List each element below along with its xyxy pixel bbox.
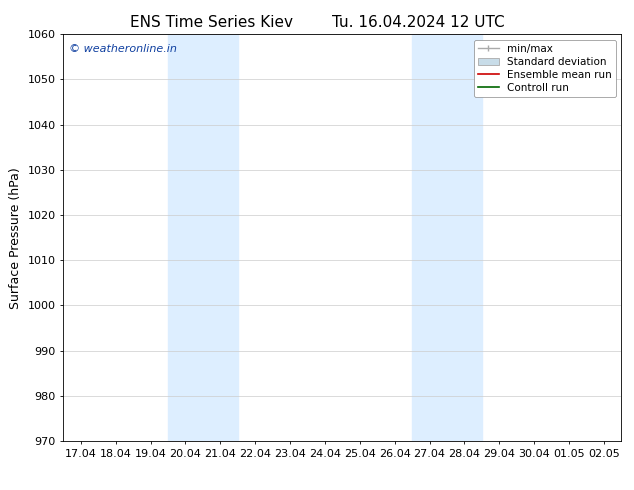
Bar [412, 34, 482, 441]
Text: © weatheronline.in: © weatheronline.in [69, 45, 177, 54]
Text: ENS Time Series Kiev        Tu. 16.04.2024 12 UTC: ENS Time Series Kiev Tu. 16.04.2024 12 U… [130, 15, 504, 30]
Bar [168, 34, 238, 441]
Legend: min/max, Standard deviation, Ensemble mean run, Controll run: min/max, Standard deviation, Ensemble me… [474, 40, 616, 97]
Y-axis label: Surface Pressure (hPa): Surface Pressure (hPa) [9, 167, 22, 309]
